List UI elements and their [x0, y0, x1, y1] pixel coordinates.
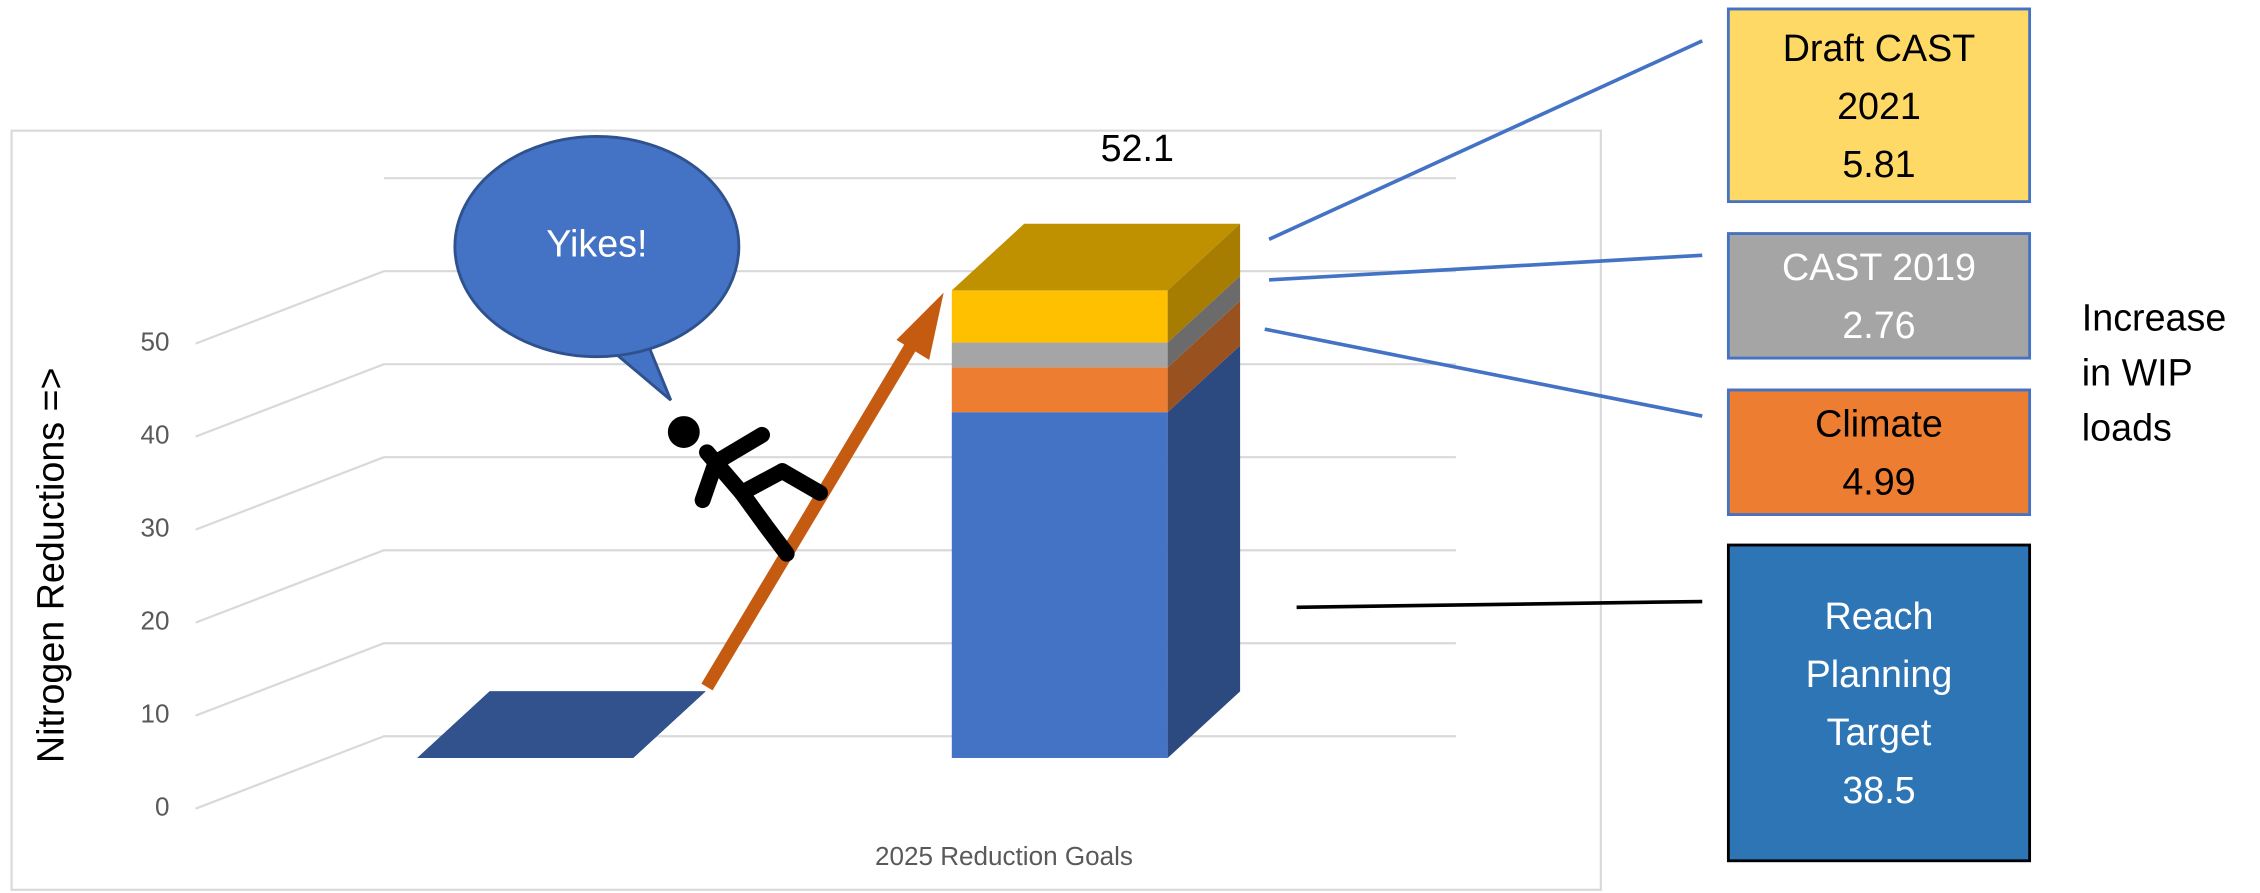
bars — [417, 223, 1241, 758]
legend-label: Draft CAST 2021 — [1782, 25, 1976, 128]
total-label: 52.1 — [1101, 127, 1174, 169]
bar-side — [1167, 345, 1241, 758]
legend-value: 2.76 — [1842, 303, 1916, 347]
arrow-head — [896, 292, 944, 360]
y-tick-label: 20 — [141, 606, 170, 636]
bar-side — [1167, 300, 1241, 413]
bar-top — [417, 691, 706, 758]
legend-item: Draft CAST 2021 5.81 — [1726, 7, 2032, 204]
legend-box: Reach Planning Target 38.5 — [1726, 543, 2032, 863]
bar-side — [1167, 275, 1241, 368]
speech-bubble — [453, 135, 741, 359]
bar-side — [1167, 223, 1241, 343]
side-note: Increase in WIP loads — [2081, 295, 2227, 450]
legend-item: Climate 4.99 — [1726, 388, 2032, 517]
legend-box: CAST 2019 2.76 — [1726, 232, 2032, 360]
legend-box: Climate 4.99 — [1726, 388, 2032, 517]
bar-top — [951, 223, 1241, 291]
y-tick-label: 50 — [141, 327, 170, 357]
legend: Reach Planning Target 38.5 Climate 4.99 CAST… — [1726, 7, 2032, 863]
legend-value: 4.99 — [1842, 459, 1916, 503]
side-note-text: Increase in WIP loads — [2081, 295, 2227, 450]
legend-item: CAST 2019 2.76 — [1726, 232, 2032, 360]
legend-content: Reach Planning Target 38.5 — [1756, 587, 2002, 819]
legend-label: CAST 2019 — [1781, 245, 1977, 289]
callout-line — [1268, 39, 1703, 241]
y-tick-label: 0 — [155, 792, 170, 822]
legend-content: CAST 2019 2.76 — [1782, 238, 1976, 354]
bar-front — [951, 290, 1168, 343]
y-tick-label: 40 — [141, 420, 170, 450]
legend-label: Reach Planning Target — [1805, 594, 1953, 754]
bubble-text: Yikes! — [546, 223, 647, 265]
callout-line — [1268, 253, 1703, 282]
legend-value: 38.5 — [1842, 768, 1916, 812]
legend-content: Draft CAST 2021 5.81 — [1756, 18, 2002, 192]
callout-line — [1264, 327, 1703, 418]
legend-box: Draft CAST 2021 5.81 — [1726, 7, 2032, 204]
y-tick-label: 30 — [141, 513, 170, 543]
y-tick-label: 10 — [141, 699, 170, 729]
x-axis-label: 2025 Reduction Goals — [875, 841, 1133, 871]
bar-front — [951, 342, 1168, 368]
legend-label: Climate — [1815, 401, 1943, 446]
legend-item: Reach Planning Target 38.5 — [1726, 543, 2032, 863]
legend-value: 5.81 — [1842, 141, 1916, 186]
legend-content: Climate 4.99 — [1815, 394, 1943, 510]
stick-figure — [667, 416, 828, 562]
callout-line — [1296, 599, 1703, 610]
bar-front — [951, 412, 1168, 758]
y-axis-label: Nitrogen Reductions => — [30, 367, 72, 763]
arrow — [701, 330, 925, 691]
bar-front — [951, 367, 1168, 413]
